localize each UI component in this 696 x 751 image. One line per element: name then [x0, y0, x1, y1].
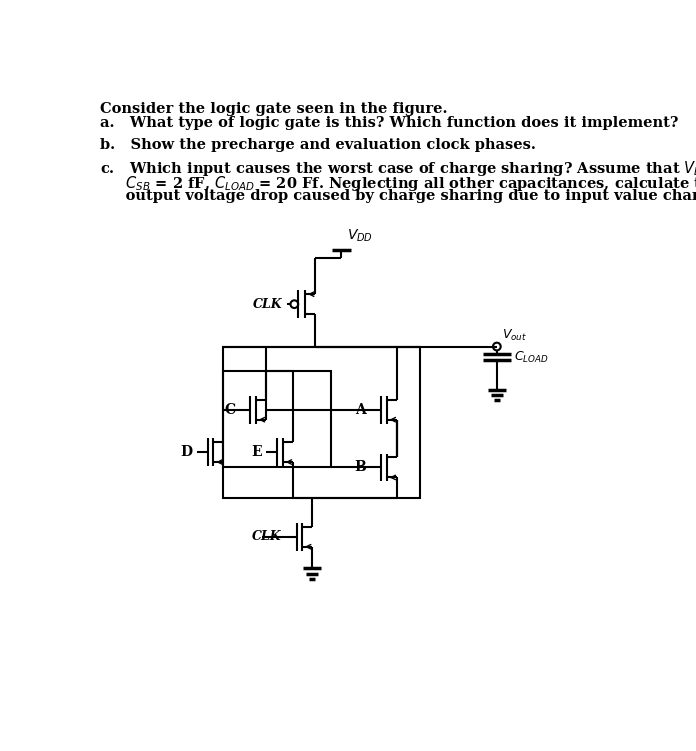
Text: D: D — [180, 445, 193, 459]
Text: b.   Show the precharge and evaluation clock phases.: b. Show the precharge and evaluation clo… — [100, 138, 536, 152]
Text: $C_{LOAD}$: $C_{LOAD}$ — [514, 350, 548, 365]
Text: C: C — [224, 403, 235, 417]
Text: CLK: CLK — [252, 530, 281, 543]
Text: $C_{SB}$ = 2 fF, $C_{LOAD}$ = 20 Ff. Neglecting all other capacitances, calculat: $C_{SB}$ = 2 fF, $C_{LOAD}$ = 20 Ff. Neg… — [100, 174, 696, 193]
Text: A: A — [355, 403, 366, 417]
Text: B: B — [354, 460, 366, 475]
Bar — [223, 346, 420, 498]
Bar — [223, 371, 331, 467]
Text: output voltage drop caused by charge sharing due to input value change during ev: output voltage drop caused by charge sha… — [100, 189, 696, 203]
Text: $V_{DD}$: $V_{DD}$ — [347, 228, 374, 244]
Text: CLK: CLK — [253, 297, 283, 311]
Text: c.   Which input causes the worst case of charge sharing? Assume that $V_{DD}$ =: c. Which input causes the worst case of … — [100, 159, 696, 179]
Text: E: E — [251, 445, 262, 459]
Text: Consider the logic gate seen in the figure.: Consider the logic gate seen in the figu… — [100, 101, 448, 116]
Text: a.   What type of logic gate is this? Which function does it implement?: a. What type of logic gate is this? Whic… — [100, 116, 679, 131]
Text: $V_{out}$: $V_{out}$ — [503, 327, 528, 342]
